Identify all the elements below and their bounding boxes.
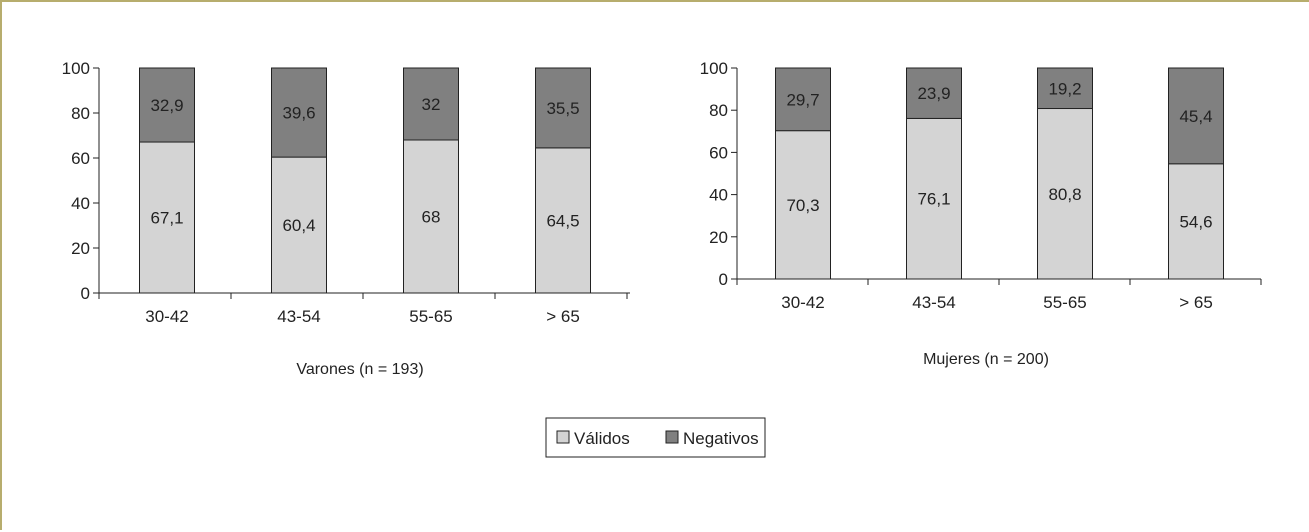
bar-negativos [271, 67, 327, 158]
y-tick-label: 40 [709, 186, 728, 205]
bar-label-negativos: 32 [422, 95, 441, 114]
legend-box [545, 417, 766, 458]
bar-negativos [139, 67, 195, 143]
x-category-label: > 65 [546, 307, 580, 326]
y-tick-label: 0 [81, 284, 90, 303]
x-category-label: 30-42 [781, 293, 824, 312]
bar-validos [535, 147, 591, 294]
legend-swatch-negativos [665, 430, 679, 444]
x-category-label: 43-54 [912, 293, 955, 312]
bar-validos [775, 130, 831, 280]
y-tick-label: 100 [700, 59, 728, 78]
bar-label-negativos: 29,7 [786, 90, 819, 109]
legend-label-validos: Válidos [574, 429, 630, 448]
chart-varones: 0 20 40 60 80 100 67,1 32,9 30-42 60,4 39,6 43-54 68… [62, 59, 630, 378]
bar-label-negativos: 45,4 [1179, 107, 1212, 126]
bar-validos [271, 156, 327, 294]
x-category-label: 55-65 [409, 307, 452, 326]
y-tick-label: 100 [62, 59, 90, 78]
bar-validos [906, 117, 962, 280]
legend-swatch-validos [556, 430, 570, 444]
bar-label-validos: 68 [422, 208, 441, 227]
bar-validos [1168, 163, 1224, 280]
bar-label-validos: 70,3 [786, 196, 819, 215]
x-category-label: 43-54 [277, 307, 320, 326]
bar-label-negativos: 23,9 [917, 84, 950, 103]
bar-label-validos: 80,8 [1048, 185, 1081, 204]
bar-label-validos: 54,6 [1179, 212, 1212, 231]
legend: Válidos Negativos [545, 417, 766, 458]
bar-label-negativos: 35,5 [546, 99, 579, 118]
bar-validos [139, 141, 195, 294]
y-tick-label: 60 [709, 143, 728, 162]
bar-negativos [1037, 67, 1093, 110]
bar-label-negativos: 39,6 [282, 104, 315, 123]
bar-validos [403, 139, 459, 294]
y-tick-label: 20 [709, 228, 728, 247]
y-tick-label: 60 [71, 149, 90, 168]
x-category-label: 55-65 [1043, 293, 1086, 312]
bar-label-negativos: 32,9 [150, 96, 183, 115]
bar-negativos [1168, 67, 1224, 165]
y-tick-label: 0 [719, 270, 728, 289]
bar-label-validos: 67,1 [150, 209, 183, 228]
bar-label-validos: 76,1 [917, 190, 950, 209]
x-category-label: 30-42 [145, 307, 188, 326]
chart-caption: Varones (n = 193) [296, 361, 423, 378]
bar-negativos [403, 67, 459, 141]
y-tick-label: 80 [709, 101, 728, 120]
bar-negativos [535, 67, 591, 149]
bar-validos [1037, 108, 1093, 280]
bar-label-validos: 60,4 [282, 216, 315, 235]
y-tick-label: 40 [71, 194, 90, 213]
y-tick-label: 80 [71, 104, 90, 123]
bar-negativos [775, 67, 831, 132]
chart-mujeres: 0 20 40 60 80 100 70,3 29,7 30-42 76,1 23,9 43-54 80… [700, 59, 1262, 368]
bar-label-negativos: 19,2 [1048, 79, 1081, 98]
bar-negativos [906, 67, 962, 119]
y-tick-label: 20 [71, 239, 90, 258]
bar-label-validos: 64,5 [546, 211, 579, 230]
x-category-label: > 65 [1179, 293, 1213, 312]
chart-caption: Mujeres (n = 200) [923, 351, 1049, 368]
legend-label-negativos: Negativos [683, 429, 759, 448]
